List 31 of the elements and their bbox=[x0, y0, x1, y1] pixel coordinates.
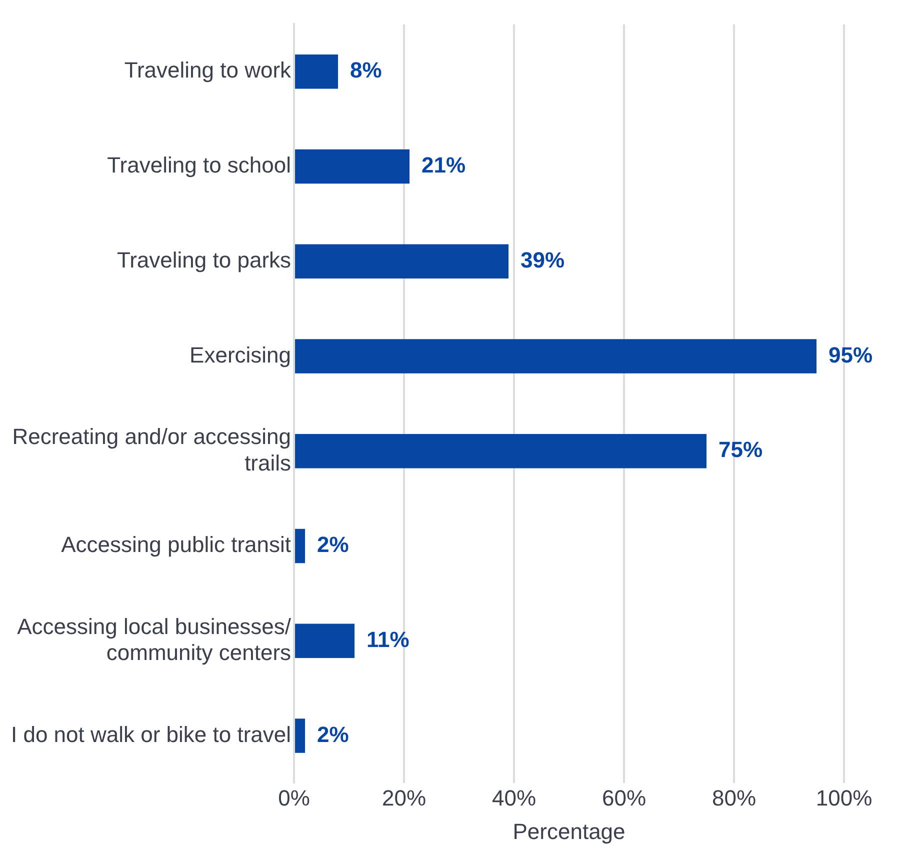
data-label: 21% bbox=[422, 152, 466, 178]
bar bbox=[295, 624, 355, 658]
x-axis-title: Percentage bbox=[512, 818, 626, 844]
y-tick-label: Traveling to work bbox=[124, 58, 292, 83]
x-tick-label: 100% bbox=[816, 785, 872, 810]
data-label: 8% bbox=[350, 58, 382, 83]
y-tick-label: Traveling to parks bbox=[116, 247, 292, 272]
x-tick-label: 20% bbox=[382, 785, 426, 810]
y-tick-label: Accessing local businesses/ community centers bbox=[17, 614, 292, 666]
y-tick-label: Traveling to school bbox=[107, 152, 292, 178]
y-tick-label: Recreating and/or accessing trails bbox=[12, 424, 292, 476]
data-label: 75% bbox=[718, 437, 763, 462]
data-label: 2% bbox=[317, 722, 349, 747]
data-label: 11% bbox=[366, 626, 410, 652]
x-tick-label: 80% bbox=[712, 785, 756, 810]
y-tick-label: Accessing public transit bbox=[61, 532, 292, 558]
bar bbox=[295, 434, 707, 468]
y-tick-label: I do not walk or bike to travel bbox=[10, 722, 292, 747]
data-label: 95% bbox=[828, 342, 873, 368]
data-label: 39% bbox=[520, 247, 565, 272]
bar bbox=[295, 54, 338, 89]
y-tick-label: Exercising bbox=[190, 342, 292, 368]
x-tick-label: 40% bbox=[492, 785, 536, 810]
bar bbox=[295, 339, 816, 374]
bar bbox=[295, 244, 509, 278]
bar bbox=[295, 528, 306, 564]
x-tick-label: 0% bbox=[278, 785, 310, 810]
bar bbox=[295, 718, 306, 753]
data-label: 2% bbox=[317, 532, 349, 558]
bar bbox=[295, 149, 410, 184]
x-tick-label: 60% bbox=[602, 785, 646, 810]
